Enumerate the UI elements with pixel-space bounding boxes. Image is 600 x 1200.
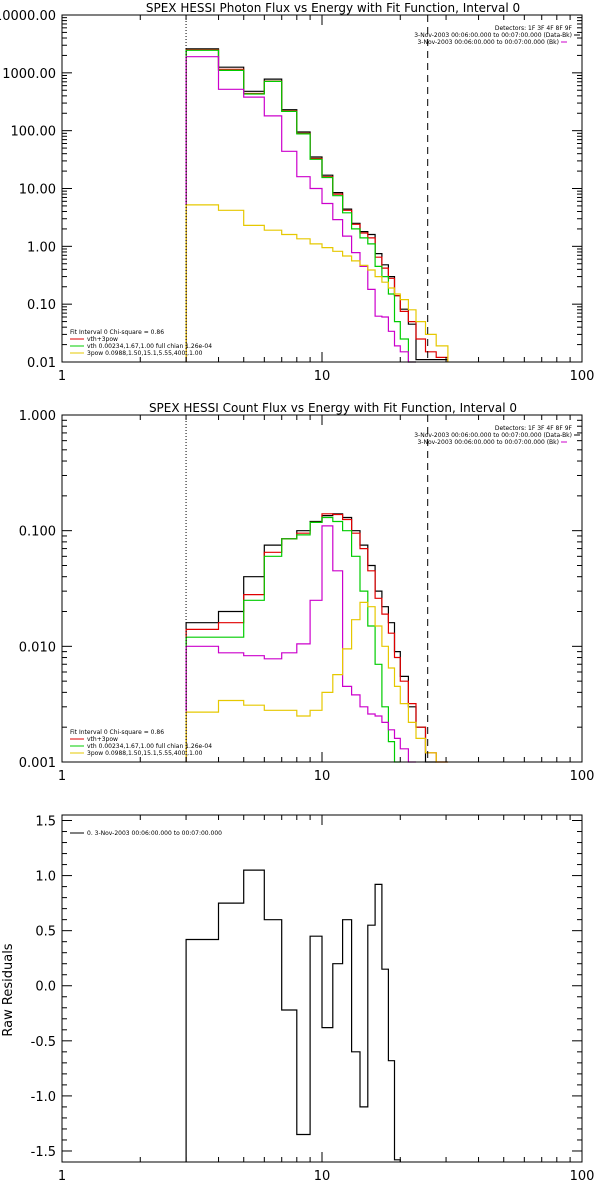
x-tick-label: 10 xyxy=(314,1169,331,1184)
series-background xyxy=(185,204,449,362)
y-tick-label: 10000.00 xyxy=(0,9,56,24)
series-data xyxy=(185,869,401,1162)
series-line xyxy=(185,513,448,763)
legend-top-right: Detectors: 1F 3F 4F 8F 9F 3-Nov-2003 00:… xyxy=(414,25,580,46)
photon-flux-panel: SPEX HESSI Photon Flux vs Energy with Fi… xyxy=(0,1,594,384)
y-tick-label: 1.00 xyxy=(27,240,56,255)
legend-data-bk: 3-Nov-2003 00:06:00.000 to 00:07:00.000 … xyxy=(414,432,572,439)
series-nonthermal xyxy=(185,525,416,763)
count-flux-panel: SPEX HESSI Count Flux vs Energy with Fit… xyxy=(19,401,595,784)
axes: 1 10 100 1.000 0.100 0.010 0.001 xyxy=(19,409,595,784)
series-thermal xyxy=(185,49,416,363)
series-line xyxy=(185,48,449,362)
series-line xyxy=(185,513,437,763)
y-tick-label: 0.001 xyxy=(19,756,56,771)
axes: 1 10 100 -1.5 -1.0 -0.5 0.0 0.5 1.0 1.5 xyxy=(31,814,595,1184)
series-line xyxy=(185,525,416,763)
series-background xyxy=(185,601,448,763)
series-thermal xyxy=(185,516,401,763)
y-axis-label: Raw Residuals xyxy=(1,943,16,1036)
legend-fit-interval: Fit Interval 0 Chi-square = 0.86 xyxy=(70,329,164,336)
y-tick-label: 1.0 xyxy=(35,870,56,885)
y-tick-label: 100.00 xyxy=(11,125,57,140)
legend-total: vth+3pow xyxy=(87,336,118,343)
series-total xyxy=(185,49,449,362)
legend-bk: 3-Nov-2003 00:06:00.000 to 00:07:00.000 … xyxy=(417,39,559,46)
series-line xyxy=(185,516,401,763)
y-tick-label: 0.010 xyxy=(19,640,56,655)
legend-thermal: vth 0.00234,1.67,1.00 full chian 1.26e-0… xyxy=(87,343,212,350)
series-line xyxy=(185,869,401,1162)
y-tick-label: 1.000 xyxy=(19,409,56,424)
residuals-panel: Raw Residuals 1 10 100 -1.5 -1.0 -0.5 0.0 0.5 1.… xyxy=(1,814,595,1184)
axes: 1 10 100 10000.00 1000.00 100.00 10.00 1.00 0.10… xyxy=(0,9,594,384)
series-line xyxy=(185,49,449,362)
y-tick-label: -1.5 xyxy=(31,1145,56,1160)
series-layer xyxy=(185,869,401,1162)
y-tick-label: 0.10 xyxy=(27,298,56,313)
legend-bk: 3-Nov-2003 00:06:00.000 to 00:07:00.000 … xyxy=(417,439,559,446)
series-layer xyxy=(185,48,449,363)
series-line xyxy=(185,49,416,363)
series-data xyxy=(185,48,449,362)
x-tick-label: 1 xyxy=(58,369,66,384)
series-total xyxy=(185,513,448,763)
legend-top-right: Detectors: 1F 3F 4F 8F 9F 3-Nov-2003 00:… xyxy=(414,425,580,446)
series-line xyxy=(185,204,449,362)
y-tick-label: 0.0 xyxy=(35,980,56,995)
legend-detectors: Detectors: 1F 3F 4F 8F 9F xyxy=(495,425,573,432)
y-tick-label: -1.0 xyxy=(31,1090,56,1105)
legend-thermal: vth 0.00234,1.67,1.00 full chian 1.26e-0… xyxy=(87,743,212,750)
series-nonthermal xyxy=(185,56,416,363)
x-tick-label: 10 xyxy=(314,369,331,384)
y-tick-label: 1000.00 xyxy=(2,67,56,82)
x-tick-label: 100 xyxy=(570,369,595,384)
legend-top-left: 0. 3-Nov-2003 00:06:00.000 to 00:07:00.0… xyxy=(70,830,222,837)
y-tick-label: -0.5 xyxy=(31,1035,56,1050)
y-tick-label: 0.5 xyxy=(35,925,56,940)
y-tick-label: 0.100 xyxy=(19,525,56,540)
series-layer xyxy=(185,513,448,763)
y-tick-label: 10.00 xyxy=(19,183,56,198)
x-tick-label: 1 xyxy=(58,1169,66,1184)
chart-title: SPEX HESSI Photon Flux vs Energy with Fi… xyxy=(146,1,520,15)
x-tick-label: 10 xyxy=(314,769,331,784)
series-line xyxy=(185,56,416,363)
chart-title: SPEX HESSI Count Flux vs Energy with Fit… xyxy=(149,401,517,415)
legend-bottom-left: Fit Interval 0 Chi-square = 0.86 vth+3po… xyxy=(70,329,212,357)
series-line xyxy=(185,601,448,763)
legend-fit-interval: Fit Interval 0 Chi-square = 0.86 xyxy=(70,729,164,736)
x-tick-label: 100 xyxy=(570,769,595,784)
legend-residuals: 0. 3-Nov-2003 00:06:00.000 to 00:07:00.0… xyxy=(87,830,222,837)
legend-bottom-left: Fit Interval 0 Chi-square = 0.86 vth+3po… xyxy=(70,729,212,757)
legend-total: vth+3pow xyxy=(87,736,118,743)
series-data xyxy=(185,513,437,763)
x-tick-label: 100 xyxy=(570,1169,595,1184)
legend-nonthermal: 3pow 0.0988,1.50,15.1,5.55,400.,1.00 xyxy=(87,750,203,757)
y-tick-label: 1.5 xyxy=(35,815,56,830)
y-tick-label: 0.01 xyxy=(27,356,56,371)
legend-data-bk: 3-Nov-2003 00:06:00.000 to 00:07:00.000 … xyxy=(414,32,572,39)
legend-detectors: Detectors: 1F 3F 4F 8F 9F xyxy=(495,25,573,32)
x-tick-label: 1 xyxy=(58,769,66,784)
legend-nonthermal: 3pow 0.0988,1.50,15.1,5.55,400.,1.00 xyxy=(87,350,203,357)
